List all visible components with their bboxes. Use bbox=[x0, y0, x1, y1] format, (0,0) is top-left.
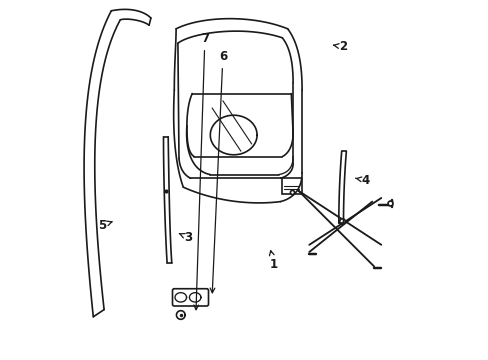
Text: 2: 2 bbox=[333, 40, 347, 53]
Text: 1: 1 bbox=[269, 251, 278, 271]
Text: 5: 5 bbox=[98, 219, 112, 231]
Text: 4: 4 bbox=[355, 174, 368, 186]
Text: 3: 3 bbox=[179, 231, 192, 244]
Text: 7: 7 bbox=[193, 32, 208, 310]
FancyBboxPatch shape bbox=[282, 178, 302, 194]
Text: 6: 6 bbox=[210, 50, 226, 293]
FancyBboxPatch shape bbox=[172, 289, 208, 306]
